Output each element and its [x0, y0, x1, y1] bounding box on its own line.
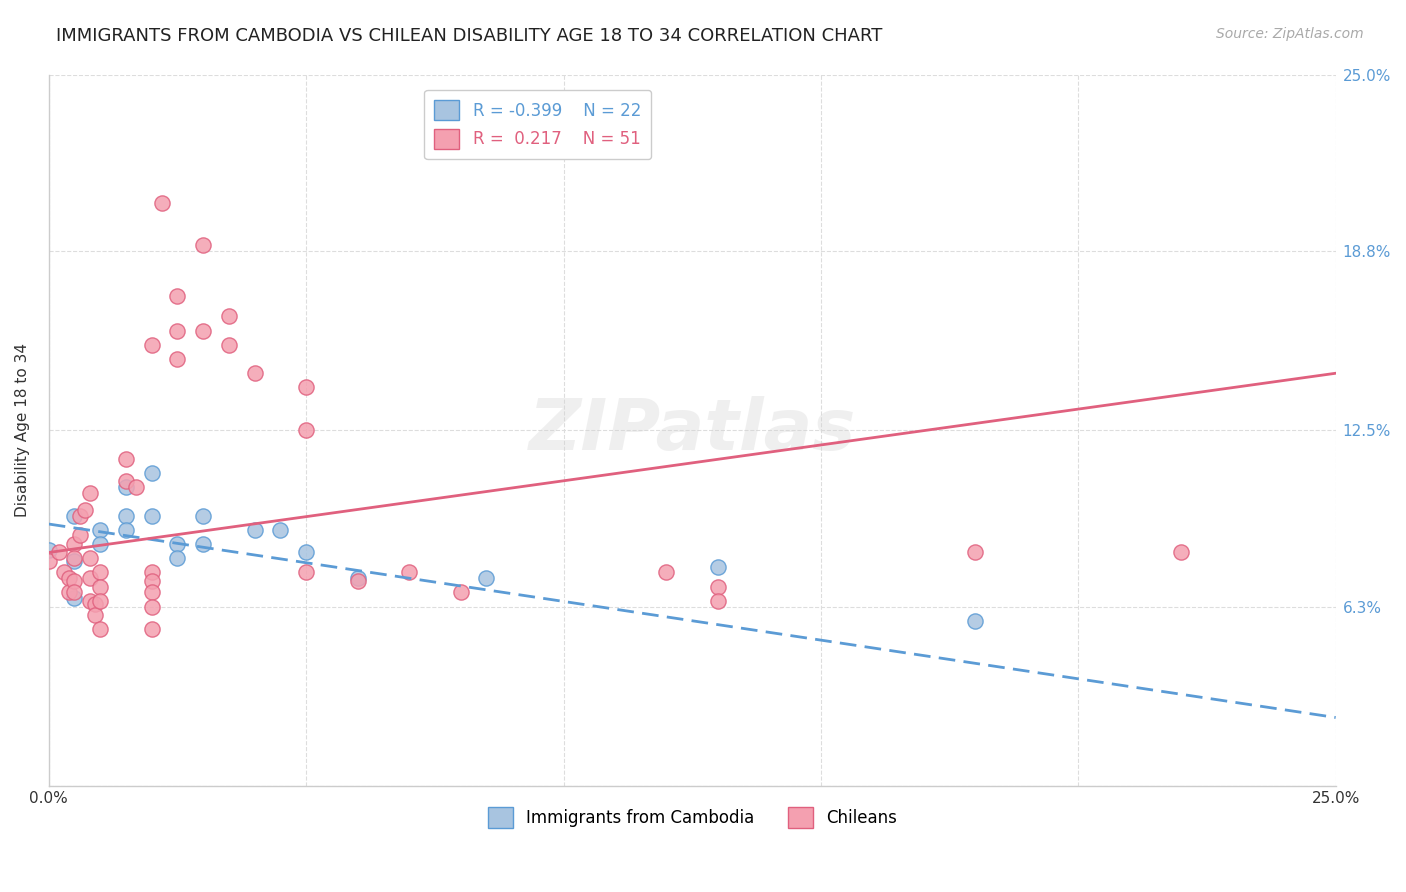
Point — [63, 537, 86, 551]
Point — [115, 508, 138, 523]
Point — [63, 508, 86, 523]
Point — [89, 594, 111, 608]
Point — [63, 574, 86, 588]
Y-axis label: Disability Age 18 to 34: Disability Age 18 to 34 — [15, 343, 30, 517]
Point — [193, 324, 215, 338]
Point — [38, 554, 60, 568]
Point — [398, 566, 420, 580]
Point — [166, 537, 188, 551]
Point — [79, 551, 101, 566]
Point — [38, 542, 60, 557]
Point — [89, 580, 111, 594]
Point — [965, 614, 987, 628]
Point — [84, 597, 107, 611]
Point — [1170, 545, 1192, 559]
Point — [141, 338, 163, 352]
Text: IMMIGRANTS FROM CAMBODIA VS CHILEAN DISABILITY AGE 18 TO 34 CORRELATION CHART: IMMIGRANTS FROM CAMBODIA VS CHILEAN DISA… — [56, 27, 883, 45]
Point — [115, 451, 138, 466]
Point — [89, 537, 111, 551]
Point — [89, 566, 111, 580]
Point — [141, 574, 163, 588]
Point — [193, 508, 215, 523]
Point — [115, 523, 138, 537]
Point — [218, 338, 240, 352]
Point — [84, 608, 107, 623]
Point — [475, 571, 498, 585]
Point — [295, 380, 318, 394]
Point — [218, 310, 240, 324]
Point — [141, 623, 163, 637]
Point — [89, 623, 111, 637]
Point — [166, 289, 188, 303]
Point — [965, 545, 987, 559]
Point — [53, 566, 76, 580]
Point — [63, 554, 86, 568]
Point — [166, 324, 188, 338]
Point — [73, 503, 96, 517]
Point — [141, 566, 163, 580]
Point — [295, 566, 318, 580]
Point — [141, 466, 163, 480]
Point — [346, 574, 368, 588]
Point — [243, 366, 266, 380]
Point — [295, 545, 318, 559]
Point — [115, 480, 138, 494]
Point — [655, 566, 678, 580]
Point — [58, 571, 80, 585]
Point — [243, 523, 266, 537]
Point — [166, 551, 188, 566]
Point — [63, 585, 86, 599]
Point — [63, 551, 86, 566]
Text: Source: ZipAtlas.com: Source: ZipAtlas.com — [1216, 27, 1364, 41]
Text: ZIPatlas: ZIPatlas — [529, 396, 856, 465]
Point — [79, 485, 101, 500]
Point — [150, 195, 173, 210]
Point — [346, 571, 368, 585]
Point — [79, 571, 101, 585]
Point — [58, 585, 80, 599]
Point — [269, 523, 291, 537]
Point — [707, 559, 730, 574]
Point — [63, 591, 86, 605]
Point — [450, 585, 472, 599]
Point — [295, 423, 318, 437]
Point — [69, 508, 91, 523]
Point — [166, 351, 188, 366]
Point — [48, 545, 70, 559]
Point — [69, 528, 91, 542]
Point — [141, 585, 163, 599]
Point — [193, 238, 215, 252]
Point — [89, 523, 111, 537]
Point — [707, 580, 730, 594]
Point — [141, 599, 163, 614]
Point — [115, 475, 138, 489]
Point — [193, 537, 215, 551]
Point — [125, 480, 148, 494]
Point — [79, 594, 101, 608]
Legend: Immigrants from Cambodia, Chileans: Immigrants from Cambodia, Chileans — [481, 801, 904, 834]
Point — [707, 594, 730, 608]
Point — [141, 508, 163, 523]
